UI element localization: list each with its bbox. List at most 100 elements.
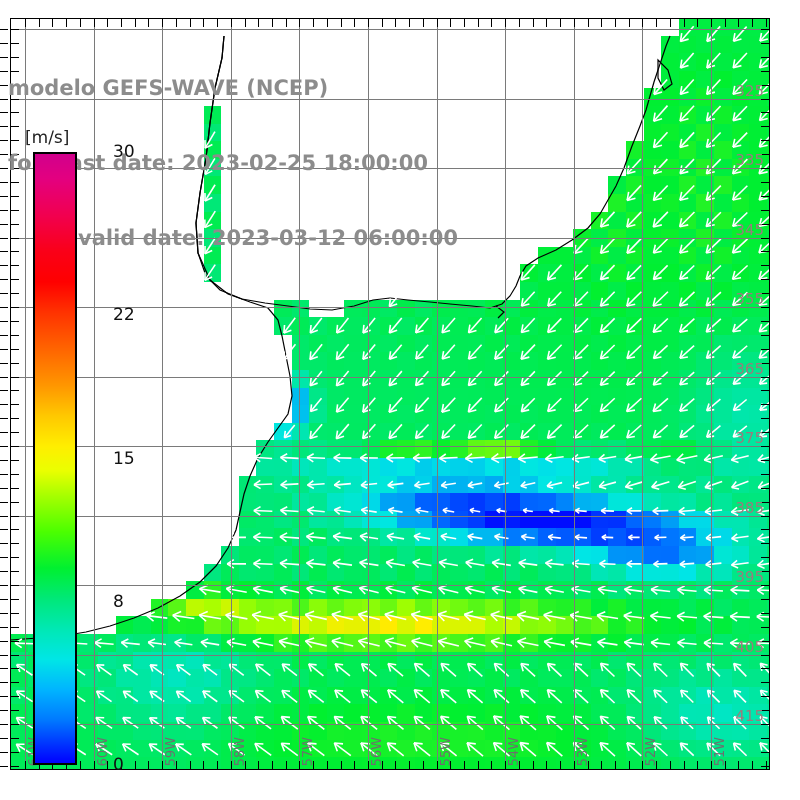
gridline-horizontal-3 xyxy=(10,238,770,239)
tick-l-8 xyxy=(10,140,19,141)
tick-l-43 xyxy=(10,627,19,628)
tick-l-21 xyxy=(10,321,19,322)
tick-r-0 xyxy=(761,29,770,30)
outer-tick-43 xyxy=(0,627,8,628)
tick-r-7 xyxy=(761,126,770,127)
outer-tick-13 xyxy=(0,210,8,211)
tick-b-52 xyxy=(738,761,739,770)
tick-b-22 xyxy=(327,761,328,770)
longitude-label-51W: 51W xyxy=(713,736,728,766)
tick-r-9 xyxy=(761,154,770,155)
tick-t-39 xyxy=(560,18,561,27)
tick-t-7 xyxy=(121,18,122,27)
tick-b-7 xyxy=(121,761,122,770)
tick-r-11 xyxy=(761,182,770,183)
outer-tick-12 xyxy=(0,196,8,197)
outer-tick-45 xyxy=(0,655,8,656)
tick-b-24 xyxy=(354,761,355,770)
outer-tick-20 xyxy=(0,307,8,308)
tick-t-12 xyxy=(190,18,191,27)
outer-tick-17 xyxy=(0,265,8,266)
tick-b-16 xyxy=(245,761,246,770)
tick-b-26 xyxy=(382,761,383,770)
tick-l-31 xyxy=(10,460,19,461)
tick-r-33 xyxy=(761,488,770,489)
longitude-label-52W: 52W xyxy=(644,736,659,766)
outer-tick-35 xyxy=(0,516,8,517)
outer-tick-33 xyxy=(0,488,8,489)
title-model: modelo GEFS-WAVE (NCEP) xyxy=(8,76,329,100)
tick-r-32 xyxy=(761,474,770,475)
tick-t-5 xyxy=(94,18,95,27)
tick-b-32 xyxy=(464,761,465,770)
tick-t-8 xyxy=(135,18,136,27)
tick-t-19 xyxy=(286,18,287,27)
outer-tick-22 xyxy=(0,335,8,336)
outer-tick-48 xyxy=(0,696,8,697)
tick-t-35 xyxy=(505,18,506,27)
latitude-label-345: 345 xyxy=(735,221,764,239)
tick-l-27 xyxy=(10,404,19,405)
tick-t-45 xyxy=(642,18,643,27)
map-plot-area: 61W60W59W58W57W56W55W54W53W52W51W 325335… xyxy=(10,18,770,770)
tick-b-40 xyxy=(574,761,575,770)
tick-l-48 xyxy=(10,696,19,697)
colorbar-tick-8: 8 xyxy=(113,592,124,612)
gridline-vertical-1 xyxy=(94,18,95,770)
gridline-vertical-4 xyxy=(299,18,300,770)
gridline-horizontal-7 xyxy=(10,516,770,517)
tick-t-40 xyxy=(574,18,575,27)
tick-l-14 xyxy=(10,224,19,225)
tick-r-52 xyxy=(761,752,770,753)
tick-r-26 xyxy=(761,390,770,391)
tick-b-42 xyxy=(601,761,602,770)
tick-t-34 xyxy=(491,18,492,27)
tick-b-9 xyxy=(148,761,149,770)
colorbar: 30 22 15 8 0 xyxy=(33,142,135,775)
tick-r-37 xyxy=(761,543,770,544)
outer-tick-49 xyxy=(0,710,8,711)
colorbar-tick-22: 22 xyxy=(113,305,135,325)
tick-r-27 xyxy=(761,404,770,405)
tick-l-24 xyxy=(10,363,19,364)
tick-t-43 xyxy=(615,18,616,27)
tick-b-21 xyxy=(313,761,314,770)
tick-r-20 xyxy=(761,307,770,308)
tick-b-14 xyxy=(217,761,218,770)
tick-b-47 xyxy=(670,761,671,770)
tick-r-8 xyxy=(761,140,770,141)
tick-t-6 xyxy=(107,18,108,27)
longitude-label-59W: 59W xyxy=(164,736,179,766)
tick-r-21 xyxy=(761,321,770,322)
tick-l-52 xyxy=(10,752,19,753)
outer-tick-27 xyxy=(0,404,8,405)
tick-t-23 xyxy=(341,18,342,27)
tick-r-23 xyxy=(761,349,770,350)
tick-t-32 xyxy=(464,18,465,27)
outer-tick-44 xyxy=(0,641,8,642)
tick-r-47 xyxy=(761,682,770,683)
outer-tick-30 xyxy=(0,446,8,447)
tick-r-38 xyxy=(761,557,770,558)
tick-r-44 xyxy=(761,641,770,642)
gridline-horizontal-10 xyxy=(10,724,770,725)
tick-b-51 xyxy=(725,761,726,770)
tick-b-20 xyxy=(299,761,300,770)
tick-r-43 xyxy=(761,627,770,628)
tick-t-48 xyxy=(684,18,685,27)
outer-tick-24 xyxy=(0,363,8,364)
gridline-vertical-6 xyxy=(437,18,438,770)
tick-r-28 xyxy=(761,418,770,419)
tick-r-31 xyxy=(761,460,770,461)
tick-l-1 xyxy=(10,43,19,44)
colorbar-tick-15: 15 xyxy=(113,449,135,469)
tick-t-11 xyxy=(176,18,177,27)
tick-l-32 xyxy=(10,474,19,475)
tick-l-5 xyxy=(10,99,19,100)
tick-r-10 xyxy=(761,168,770,169)
tick-l-12 xyxy=(10,196,19,197)
tick-t-51 xyxy=(725,18,726,27)
tick-t-28 xyxy=(409,18,410,27)
tick-r-39 xyxy=(761,571,770,572)
tick-b-36 xyxy=(519,761,520,770)
